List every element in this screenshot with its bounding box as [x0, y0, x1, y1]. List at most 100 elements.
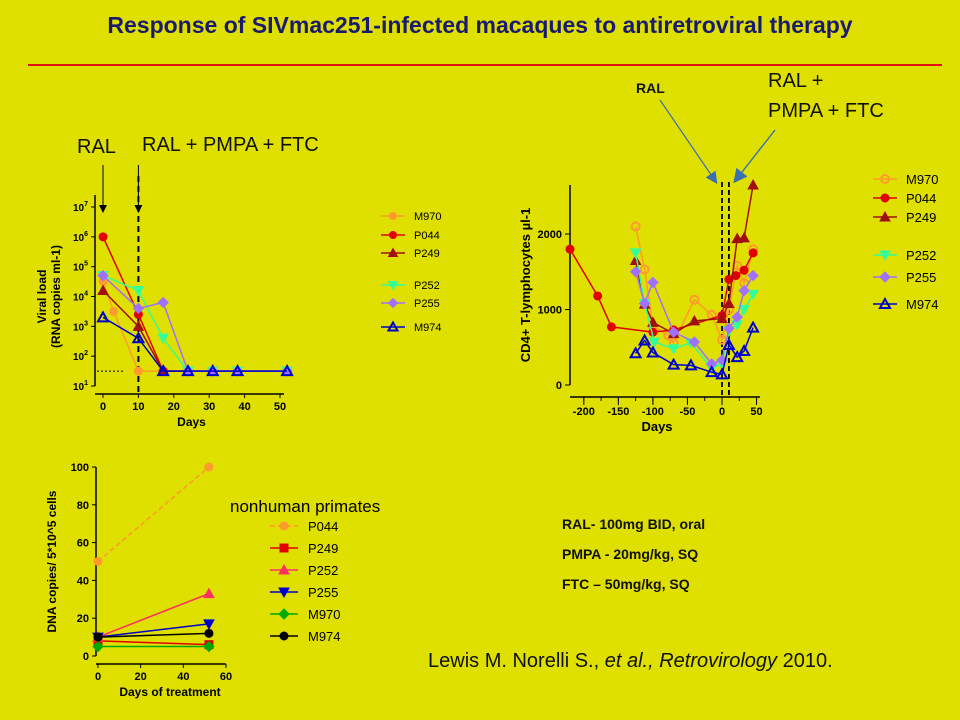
dna-legend-marker: [279, 521, 289, 531]
dna-legend-label: P044: [308, 519, 338, 534]
cd4-legend-marker: [880, 193, 890, 203]
vl-legend-marker: [389, 212, 397, 220]
cd4-legend-label: P249: [906, 210, 936, 225]
vl-point-P249: [97, 284, 109, 296]
cd4-point-M974: [637, 333, 652, 346]
viral-load-chart: 101 102 103 104 105 106 107 0 10 20 30 40 50 Days Vira…: [35, 165, 442, 429]
vl-point-M974: [96, 310, 110, 323]
vl-legend-label: M974: [414, 322, 442, 334]
dna-legend-label: M970: [308, 607, 341, 622]
citation-year: 2010.: [777, 650, 833, 672]
cd4-point-M974: [730, 350, 744, 363]
cd4-point-P252: [629, 248, 642, 259]
cd4-combo-label-line2: PMPA + FTC: [768, 100, 884, 122]
vl-point-M970: [109, 306, 119, 316]
cd4-point-M974: [646, 345, 660, 358]
vl-combo-label: RAL + PMPA + FTC: [142, 134, 319, 156]
cd4-point-M974: [628, 346, 643, 359]
cd4-chart: 0 1000 2000 -200 -150 -100 -50 0 50 Days CD4+ T-ly…: [518, 172, 939, 434]
dna-legend-title: nonhuman primates: [230, 497, 380, 516]
vl-ral-arrowhead: [99, 205, 107, 213]
cd4-ral-label: RAL: [636, 80, 665, 96]
cd4-point-P255: [738, 284, 750, 297]
vl-series-line-P255: [102, 275, 288, 372]
cd4-legend-marker: [880, 174, 890, 184]
cd4-point-M970: [639, 264, 650, 275]
vl-x-tick-label: 20: [168, 401, 180, 413]
cd4-legend-marker: [879, 210, 891, 222]
vl-y-tick-label: 101: [73, 380, 88, 393]
cd4-point-M970: [630, 221, 641, 232]
dosing-ftc: FTC – 50mg/kg, SQ: [562, 576, 690, 592]
cd4-y-tick-label: 0: [556, 380, 562, 392]
cd4-point-P255: [667, 326, 680, 338]
vl-series-line-M974: [102, 316, 288, 372]
dosing-ral: RAL- 100mg BID, oral: [562, 516, 706, 532]
dna-point-P255: [203, 619, 215, 630]
cd4-legend-label: M970: [906, 172, 939, 187]
dna-point-P252: [203, 587, 215, 599]
dna-series-line-P044: [97, 466, 210, 563]
vl-legend-marker: [387, 281, 399, 291]
cd4-point-P249: [747, 178, 759, 190]
cd4-point-P252: [648, 337, 661, 349]
vl-x-tick-label: 50: [274, 401, 286, 413]
cd4-point-M974: [704, 365, 719, 378]
dna-legend-marker: [278, 608, 290, 620]
vl-y-tick-label: 104: [73, 291, 88, 304]
cd4-point-P255: [723, 322, 735, 335]
cd4-point-P044: [748, 248, 758, 258]
vl-y-tick-label: 106: [73, 231, 88, 244]
dna-y-tick-label: 60: [77, 538, 89, 550]
vl-legend-label: P249: [414, 248, 440, 260]
vl-point-P252: [157, 333, 170, 345]
cd4-legend-label: P044: [906, 191, 936, 206]
dna-point-M970: [92, 640, 104, 653]
vl-x-axis-title: Days: [177, 415, 206, 429]
vl-point-M974: [131, 331, 146, 344]
vl-x-tick-label: 40: [238, 401, 250, 413]
vl-point-P255: [97, 269, 109, 282]
citation-authors: Lewis M. Norelli S.,: [428, 650, 605, 672]
dna-legend-marker: [278, 563, 290, 575]
dna-y-tick-label: 0: [83, 651, 89, 663]
vl-point-P255: [132, 302, 145, 315]
cd4-point-M974: [746, 320, 760, 333]
dna-point-P044: [204, 462, 214, 472]
dna-point-M974: [93, 632, 103, 642]
dna-x-tick-label: 20: [135, 671, 147, 683]
cd4-point-P255: [647, 276, 659, 289]
cd4-x-tick-label: -200: [573, 406, 595, 418]
cd4-point-P255: [688, 336, 701, 348]
dna-point-M974: [204, 628, 214, 638]
cd4-y-tick-label: 2000: [538, 229, 562, 241]
dna-series-line-P255: [97, 623, 210, 638]
cd4-point-P044: [565, 244, 575, 254]
vl-legend-label: P044: [414, 230, 440, 242]
cd4-point-P249: [723, 297, 735, 308]
cd4-point-M974: [666, 357, 681, 370]
vl-x-tick-label: 10: [132, 401, 144, 413]
dna-legend-marker: [278, 587, 290, 599]
cd4-combo-pointer: [733, 129, 776, 184]
vl-point-M974: [156, 364, 170, 377]
citation: Lewis M. Norelli S., et al., Retrovirolo…: [428, 650, 833, 673]
cd4-legend-marker: [879, 250, 891, 262]
vl-y-tick-label: 107: [73, 201, 88, 214]
dna-legend-marker: [279, 543, 289, 553]
dna-legend-label: P252: [308, 563, 338, 578]
cd4-point-P255: [638, 297, 651, 310]
vl-point-M974: [280, 364, 294, 377]
vl-legend-marker: [386, 320, 400, 332]
vl-point-P252: [132, 286, 145, 297]
dna-series-line-M974: [97, 632, 209, 638]
dna-legend-marker: [279, 631, 289, 641]
cd4-point-P252: [738, 305, 750, 316]
cd4-ral-pointer: [659, 99, 718, 184]
cd4-x-axis-title: Days: [641, 419, 672, 434]
cd4-legend-marker: [878, 296, 892, 309]
title-divider: [28, 64, 942, 66]
cd4-x-tick-label: -150: [607, 406, 629, 418]
cd4-point-P252: [667, 344, 680, 355]
